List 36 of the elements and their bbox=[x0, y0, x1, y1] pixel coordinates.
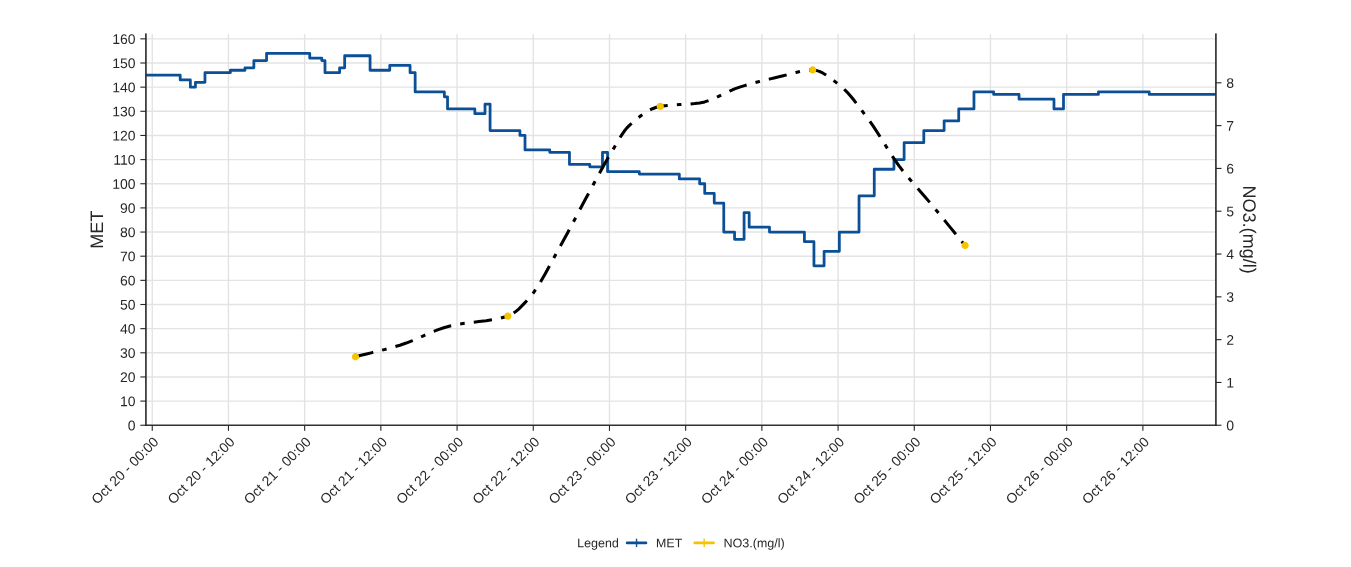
y-axis-title: MET bbox=[90, 210, 104, 248]
y2-tick-label: 8 bbox=[1226, 78, 1234, 88]
y-tick-label: 120 bbox=[113, 130, 135, 141]
y-tick-label: 90 bbox=[120, 203, 135, 214]
point bbox=[504, 312, 512, 320]
y-tick-label: 50 bbox=[120, 299, 135, 310]
legend-label: NO3.(mg/l) bbox=[724, 538, 784, 550]
y-tick-label: 0 bbox=[128, 420, 135, 431]
legend-title: Legend bbox=[578, 538, 619, 550]
y-tick-label: 110 bbox=[114, 154, 135, 165]
y-tick-label: 10 bbox=[121, 396, 135, 407]
y-tick-label: 80 bbox=[120, 227, 135, 238]
y-tick-label: 20 bbox=[120, 372, 135, 383]
point bbox=[961, 241, 969, 250]
y2-tick-label: 7 bbox=[1227, 121, 1234, 131]
y2-tick-label: 4 bbox=[1226, 249, 1234, 260]
y-tick-label: 70 bbox=[120, 251, 135, 262]
y2-tick-label: 3 bbox=[1226, 292, 1234, 303]
y-tick-label: 30 bbox=[120, 348, 135, 358]
point bbox=[351, 353, 360, 361]
legend-label: MET bbox=[656, 538, 683, 548]
y-tick-label: 140 bbox=[113, 82, 135, 93]
y-tick-label: 100 bbox=[113, 179, 135, 189]
y2-tick-label: 0 bbox=[1226, 420, 1234, 431]
y-tick-label: 160 bbox=[113, 34, 135, 45]
y-tick-label: 150 bbox=[113, 58, 135, 69]
y2-tick-label: 2 bbox=[1227, 334, 1234, 345]
y2-tick-label: 5 bbox=[1226, 206, 1234, 217]
y2-tick-label: 6 bbox=[1227, 163, 1234, 174]
y-tick-label: 40 bbox=[120, 323, 135, 334]
y-tick-label: 60 bbox=[120, 275, 135, 286]
point bbox=[809, 66, 817, 74]
y-tick-label: 130 bbox=[113, 106, 135, 117]
y2-axis-title: NO3.(mg/l) bbox=[1239, 186, 1257, 273]
point bbox=[656, 102, 664, 111]
y2-tick-label: 1 bbox=[1227, 377, 1234, 388]
